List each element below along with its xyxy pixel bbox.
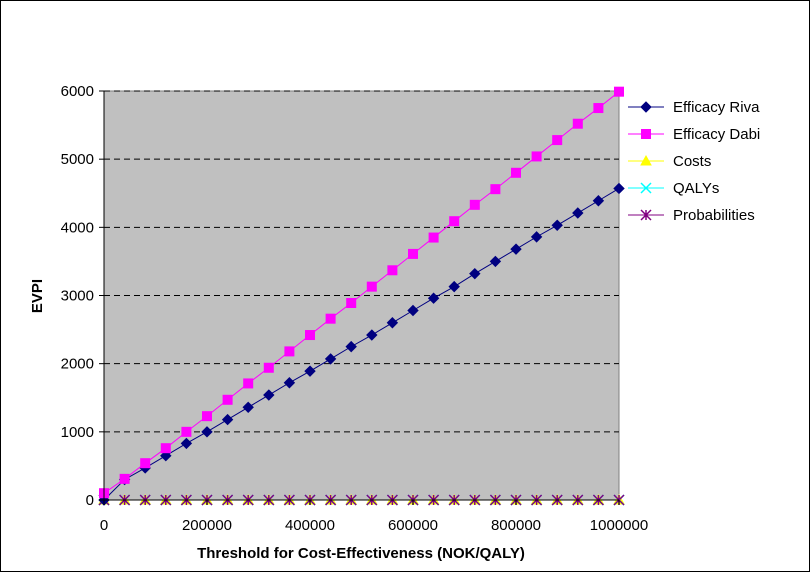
data-point	[119, 473, 130, 484]
data-point	[592, 195, 605, 207]
data-point	[201, 426, 213, 438]
data-point	[593, 103, 604, 114]
legend-item: Efficacy Riva	[628, 99, 760, 116]
data-point	[614, 86, 624, 97]
data-point	[221, 413, 234, 426]
data-point	[242, 401, 254, 414]
data-point	[552, 135, 563, 146]
x-tick-labels: 0 200000 400000 600000 800000 1000000	[100, 500, 648, 534]
data-point	[407, 304, 419, 317]
data-point	[510, 243, 522, 255]
x-tick-label: 600000	[388, 517, 438, 534]
series-efficacy-dabi	[99, 86, 624, 499]
data-point	[572, 207, 584, 219]
legend-item: Costs	[628, 153, 711, 170]
legend-marker	[641, 129, 651, 139]
x-tick-label: 800000	[491, 517, 541, 534]
data-point	[387, 265, 398, 276]
legend-marker	[640, 154, 652, 166]
data-point	[263, 362, 274, 373]
legend-marker	[640, 101, 652, 113]
data-point	[222, 394, 233, 405]
data-point	[489, 255, 502, 268]
y-tick-labels: 0 1000 2000 3000 4000 5000 6000	[61, 83, 104, 509]
legend-item: QALYs	[628, 180, 719, 197]
y-tick-label: 0	[86, 492, 94, 509]
y-axis-title: EVPI	[29, 279, 46, 313]
data-point	[572, 118, 583, 129]
legend-marker	[640, 209, 652, 221]
legend-item: Efficacy Dabi	[628, 126, 760, 143]
data-point	[284, 346, 295, 357]
data-point	[469, 199, 480, 210]
data-point	[386, 317, 399, 329]
data-point	[283, 377, 296, 389]
data-point	[366, 281, 377, 292]
x-tick-label: 0	[100, 517, 108, 534]
data-point	[530, 231, 543, 243]
legend: Efficacy Riva Efficacy Dabi Costs QALYs Prob…	[628, 99, 760, 224]
x-tick-label: 200000	[182, 517, 232, 534]
x-tick-label: 400000	[285, 517, 335, 534]
data-point	[469, 267, 481, 280]
data-point	[511, 167, 521, 178]
legend-label: Probabilities	[673, 207, 755, 224]
data-point	[304, 365, 316, 377]
x-tick-label: 1000000	[590, 517, 648, 534]
data-point	[202, 411, 212, 422]
y-tick-label: 5000	[61, 151, 94, 168]
data-point	[449, 216, 460, 227]
y-tick-label: 6000	[61, 83, 94, 100]
legend-label: Efficacy Dabi	[673, 126, 760, 143]
data-point	[448, 280, 460, 293]
data-point	[551, 219, 563, 231]
data-point	[263, 389, 275, 401]
data-point	[180, 437, 193, 450]
legend-label: Costs	[673, 153, 711, 170]
data-point	[427, 292, 440, 304]
data-point	[243, 378, 254, 389]
data-point	[160, 443, 171, 454]
data-point	[324, 353, 337, 365]
legend-label: Efficacy Riva	[673, 99, 760, 116]
y-tick-label: 2000	[61, 356, 94, 373]
data-point	[140, 458, 151, 469]
data-point	[305, 330, 315, 341]
data-point	[428, 232, 439, 243]
legend-item: Probabilities	[628, 207, 755, 224]
y-tick-label: 1000	[61, 424, 94, 441]
legend-label: QALYs	[673, 180, 719, 197]
data-point	[531, 151, 542, 162]
x-axis-title: Threshold for Cost-Effectiveness (NOK/QA…	[197, 545, 525, 562]
data-point	[408, 248, 418, 259]
data-point	[325, 313, 336, 324]
data-point	[181, 426, 192, 437]
data-point	[346, 297, 357, 308]
data-point	[613, 182, 625, 195]
data-point	[366, 329, 378, 341]
legend-marker	[640, 182, 652, 194]
y-tick-label: 3000	[61, 288, 94, 305]
y-tick-label: 4000	[61, 219, 94, 236]
data-point	[345, 340, 357, 353]
data-point	[490, 184, 501, 195]
